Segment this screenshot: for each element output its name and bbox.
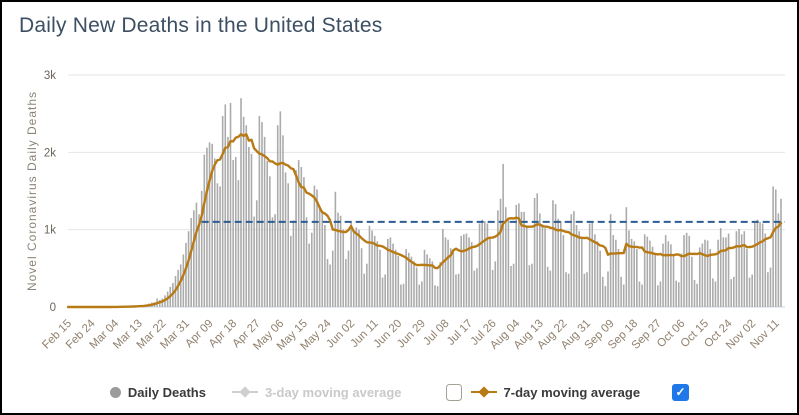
3day-ma-marker-icon xyxy=(231,386,258,398)
legend-item-daily-deaths[interactable]: Daily Deaths xyxy=(109,384,206,400)
7day-ma-checkbox[interactable] xyxy=(445,383,462,401)
svg-text:Jul 08: Jul 08 xyxy=(421,318,451,348)
legend-label-7day-ma[interactable]: 7-day moving average xyxy=(503,384,641,400)
svg-text:Jul 17: Jul 17 xyxy=(445,318,475,348)
ma7-line xyxy=(66,132,783,309)
legend-label-3day-ma: 3-day moving average xyxy=(264,384,402,400)
svg-text:2k: 2k xyxy=(44,147,56,159)
y-axis-tick-labels: 0 1k 2k 3k xyxy=(44,70,56,314)
daily-deaths-marker-icon xyxy=(109,386,121,398)
svg-text:1k: 1k xyxy=(44,225,56,237)
legend-item-7day-ma: 7-day moving average xyxy=(445,383,641,401)
series-visibility-checkbox[interactable]: ✓ xyxy=(672,383,690,401)
y-axis-title: Novel Coronavirus Daily Deaths xyxy=(25,91,39,291)
svg-text:3k: 3k xyxy=(44,70,56,82)
page-title: Daily New Deaths in the United States xyxy=(19,14,383,37)
chart-legend: Daily Deaths 3-day moving average 7-day … xyxy=(2,378,797,406)
svg-text:0: 0 xyxy=(50,302,56,314)
legend-label-daily-deaths: Daily Deaths xyxy=(127,384,206,400)
daily-deaths-bars xyxy=(103,98,782,308)
legend-item-3day-ma[interactable]: 3-day moving average xyxy=(231,384,402,400)
7day-ma-marker-icon[interactable] xyxy=(470,386,497,398)
